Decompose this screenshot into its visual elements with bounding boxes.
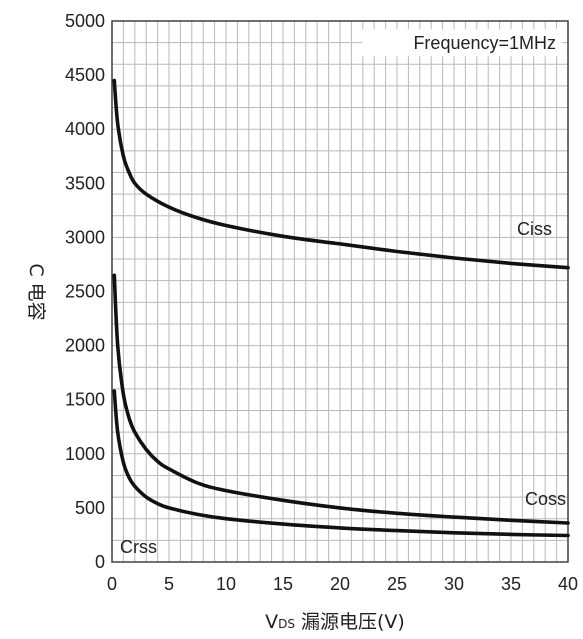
series-curves bbox=[112, 78, 570, 538]
series-label-ciss: Ciss bbox=[517, 219, 552, 239]
grid bbox=[112, 21, 568, 562]
y-tick-label: 2000 bbox=[65, 336, 105, 356]
x-axis-label-text: 漏源电压(V) bbox=[295, 611, 405, 633]
x-tick-label: 15 bbox=[273, 574, 293, 594]
y-tick-label: 1000 bbox=[65, 444, 105, 464]
y-tick-label: 500 bbox=[75, 498, 105, 518]
x-tick-label: 25 bbox=[387, 574, 407, 594]
x-axis-label: VDS 漏源电压(V) bbox=[265, 611, 405, 633]
y-tick-label: 3000 bbox=[65, 227, 105, 247]
series-label-crss: Crss bbox=[120, 537, 157, 557]
y-tick-label: 4500 bbox=[65, 65, 105, 85]
y-tick-label: 3500 bbox=[65, 173, 105, 193]
plot-frame bbox=[111, 20, 569, 563]
x-tick-label: 10 bbox=[216, 574, 236, 594]
x-tick-label: 20 bbox=[330, 574, 350, 594]
x-tick-label: 0 bbox=[107, 574, 117, 594]
y-tick-labels: 0 500 1000 1500 2000 2500 3000 3500 4000 4500 5000 bbox=[65, 11, 105, 572]
curve-ciss bbox=[112, 78, 570, 270]
x-tick-label: 5 bbox=[164, 574, 174, 594]
x-axis-label-subscript: DS bbox=[278, 617, 295, 631]
y-axis-label: C 电容 bbox=[25, 263, 47, 320]
series-labels: Ciss Coss Crss bbox=[120, 219, 566, 557]
x-tick-label: 40 bbox=[558, 574, 578, 594]
frequency-annotation: Frequency=1MHz bbox=[413, 33, 556, 53]
x-axis-label-prefix: V bbox=[265, 611, 278, 633]
x-tick-label: 30 bbox=[444, 574, 464, 594]
curve-coss bbox=[112, 273, 570, 525]
x-tick-label: 35 bbox=[501, 574, 521, 594]
y-tick-label: 1500 bbox=[65, 390, 105, 410]
x-tick-labels: 0 5 10 15 20 25 30 35 40 bbox=[107, 574, 578, 594]
curve-crss bbox=[112, 389, 570, 538]
annotation-background bbox=[362, 29, 562, 56]
y-tick-label: 2500 bbox=[65, 282, 105, 302]
series-label-coss: Coss bbox=[525, 489, 566, 509]
y-tick-label: 5000 bbox=[65, 11, 105, 31]
y-tick-label: 4000 bbox=[65, 119, 105, 139]
y-tick-label: 0 bbox=[95, 552, 105, 572]
